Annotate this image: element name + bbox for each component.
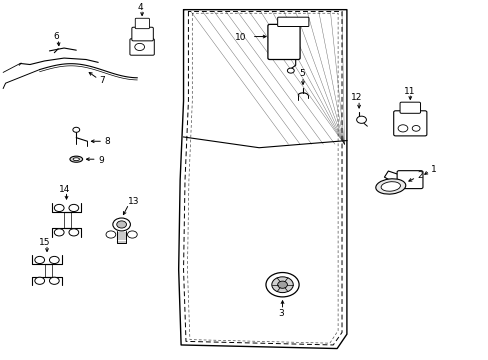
Text: 1: 1 — [430, 165, 436, 174]
FancyBboxPatch shape — [396, 171, 422, 189]
Text: 6: 6 — [53, 32, 59, 41]
Circle shape — [35, 277, 44, 284]
FancyBboxPatch shape — [399, 102, 420, 113]
Circle shape — [265, 273, 299, 297]
Circle shape — [113, 218, 130, 231]
Text: 10: 10 — [234, 33, 246, 42]
Text: 3: 3 — [278, 309, 284, 318]
Ellipse shape — [380, 182, 400, 191]
Text: 5: 5 — [299, 69, 305, 78]
Circle shape — [135, 43, 144, 50]
FancyBboxPatch shape — [277, 17, 308, 27]
Circle shape — [127, 231, 137, 238]
Text: 8: 8 — [104, 138, 110, 147]
Circle shape — [73, 127, 80, 132]
Text: 11: 11 — [404, 86, 415, 95]
Circle shape — [287, 68, 294, 73]
Text: 13: 13 — [127, 197, 139, 206]
Ellipse shape — [73, 158, 79, 161]
Circle shape — [69, 229, 79, 236]
FancyBboxPatch shape — [132, 27, 153, 41]
Circle shape — [54, 229, 64, 236]
Circle shape — [271, 277, 293, 293]
Circle shape — [35, 256, 44, 264]
Circle shape — [54, 204, 64, 212]
Circle shape — [411, 126, 419, 131]
FancyBboxPatch shape — [130, 39, 154, 55]
Circle shape — [397, 125, 407, 132]
Text: 7: 7 — [99, 76, 105, 85]
Text: 15: 15 — [39, 238, 51, 247]
Ellipse shape — [375, 179, 405, 194]
Ellipse shape — [70, 156, 82, 162]
Circle shape — [49, 277, 59, 284]
Text: 4: 4 — [137, 3, 142, 12]
Circle shape — [106, 231, 116, 238]
Circle shape — [117, 221, 126, 228]
FancyBboxPatch shape — [393, 111, 426, 136]
Text: 12: 12 — [350, 93, 362, 102]
FancyBboxPatch shape — [135, 18, 149, 29]
Circle shape — [69, 204, 79, 212]
Text: 2: 2 — [416, 171, 422, 180]
FancyBboxPatch shape — [267, 24, 300, 59]
Circle shape — [277, 281, 287, 288]
Circle shape — [356, 116, 366, 123]
Text: 9: 9 — [98, 156, 104, 165]
Circle shape — [49, 256, 59, 264]
Text: 14: 14 — [59, 185, 70, 194]
